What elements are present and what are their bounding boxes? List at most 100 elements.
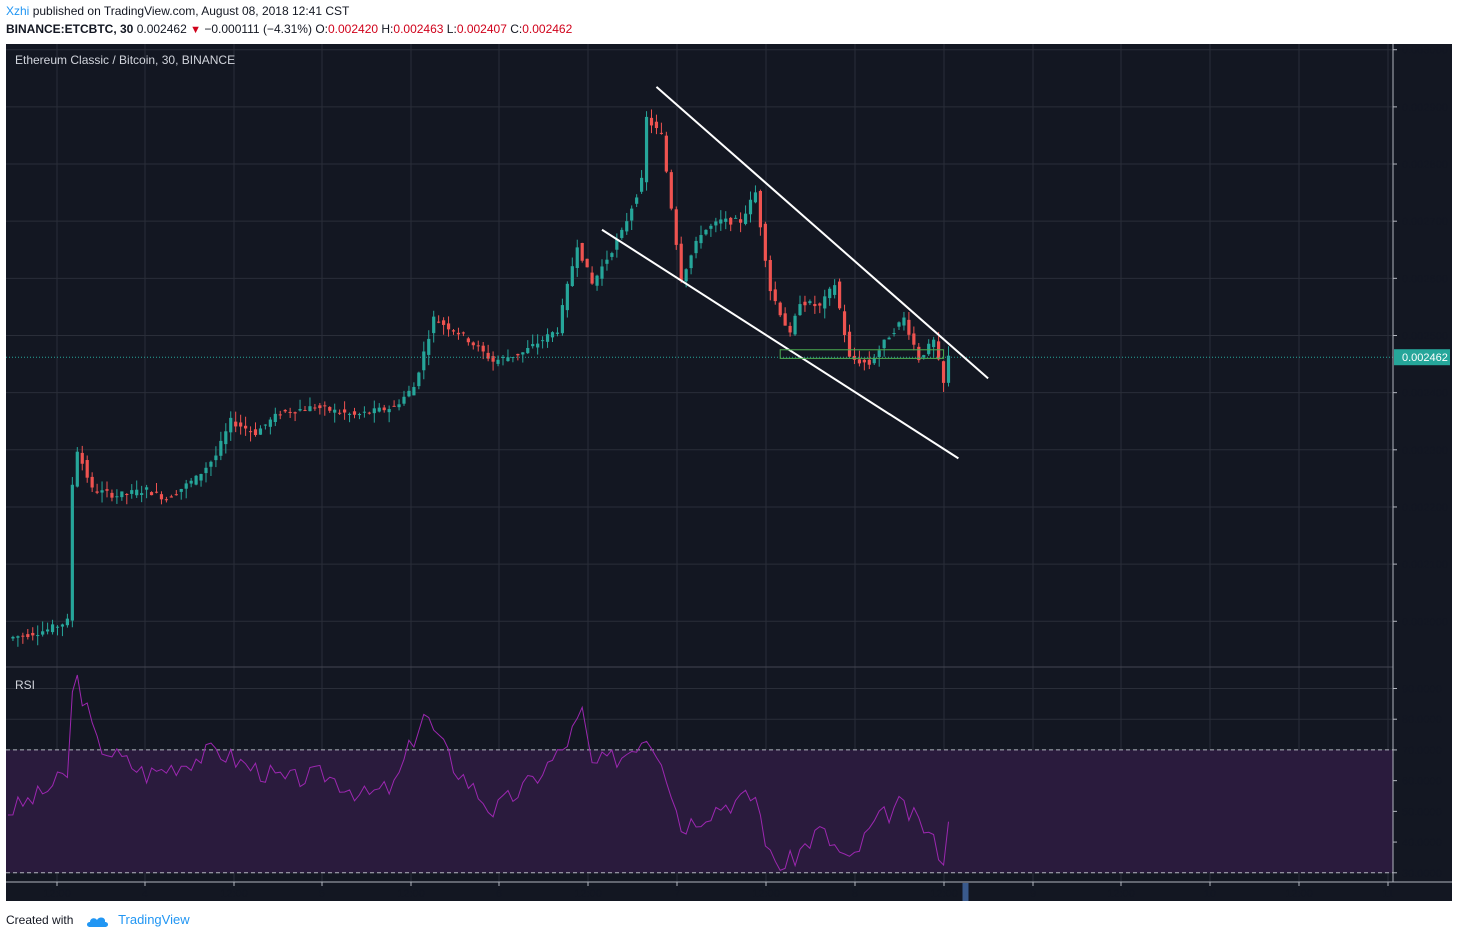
candle-166 [828, 286, 832, 306]
open-label: O: [315, 22, 328, 36]
candle-155 [773, 281, 777, 305]
time-tick-13: 10 [1204, 888, 1216, 900]
candle-101 [506, 349, 510, 362]
candle-102 [511, 356, 515, 363]
rsi-axis[interactable]: 30.0000 40.0000 50.0000 60.0000 70.0000 80.00… [1393, 684, 1442, 880]
time-axis[interactable]: 12:00 4 12:00 5 12:00 6 12:00 7 12:00 8 12:00 9 12:0… [43, 882, 1394, 901]
candle-108 [541, 336, 545, 349]
candle-126 [630, 205, 634, 231]
price-tick-5: 0.002500 [1402, 330, 1448, 342]
candle-159 [793, 313, 797, 336]
candle-151 [753, 185, 758, 204]
candle-78 [392, 400, 396, 407]
candle-160 [798, 295, 802, 316]
candle-103 [516, 353, 520, 361]
candle-94 [471, 341, 475, 350]
price-axis[interactable]: 0.002000 0.002100 0.002200 0.002300 0.002400… [1393, 45, 1448, 629]
candle-3 [21, 632, 25, 644]
candle-154 [768, 255, 772, 301]
support-box[interactable] [779, 349, 945, 359]
candle-121 [605, 250, 609, 271]
candle-83 [417, 371, 421, 390]
candle-109 [545, 328, 550, 348]
rsi-title: RSI [15, 678, 35, 692]
candle-178 [887, 336, 891, 340]
candle-74 [372, 400, 376, 423]
author-link[interactable]: Xzhi [6, 4, 30, 18]
candle-73 [367, 411, 371, 415]
candle-46 [234, 411, 238, 433]
candle-51 [258, 425, 263, 435]
candle-182 [907, 311, 911, 340]
candle-8 [46, 622, 50, 635]
rsi-tick-3: 60.0000 [1402, 776, 1442, 788]
candle-185 [922, 354, 926, 360]
drawings[interactable] [601, 86, 989, 460]
candle-107 [536, 334, 540, 355]
price-tick-7: 0.002700 [1402, 216, 1448, 228]
candle-122 [610, 251, 614, 261]
candle-123 [615, 233, 619, 258]
candle-42 [214, 446, 218, 468]
candle-162 [808, 299, 812, 306]
time-cursor-marker [962, 883, 969, 901]
candle-90 [451, 329, 456, 335]
trendline-lower[interactable] [601, 228, 959, 460]
candle-97 [486, 344, 490, 362]
rsi-tick-4: 70.0000 [1402, 745, 1442, 757]
chart-canvas[interactable]: 0.002000 0.002100 0.002200 0.002300 0.002400… [0, 0, 1458, 905]
candle-79 [397, 399, 401, 411]
candle-82 [412, 382, 416, 396]
candle-67 [338, 409, 342, 415]
candle-76 [382, 404, 386, 413]
open-value: 0.002420 [327, 22, 379, 36]
candle-87 [437, 315, 441, 324]
candle-21 [110, 489, 114, 502]
candle-115 [575, 239, 579, 277]
last-price-tag-label: 0.002462 [1402, 352, 1448, 364]
candle-171 [852, 347, 857, 365]
trendline-upper[interactable] [655, 86, 989, 380]
candle-134 [669, 169, 673, 211]
tradingview-cloud-icon [86, 917, 108, 927]
rsi-levels [6, 749, 1393, 874]
candle-189 [941, 360, 946, 392]
candle-52 [263, 424, 267, 430]
price-tick-1: 0.002100 [1402, 559, 1448, 571]
price-tick-0: 0.002000 [1402, 616, 1448, 628]
candle-180 [897, 321, 901, 330]
low-value: 0.002407 [456, 22, 507, 36]
candle-36 [184, 479, 188, 499]
candle-96 [481, 341, 485, 360]
candle-95 [476, 340, 480, 352]
symbol-name: BINANCE:ETCBTC, 30 [6, 22, 134, 36]
candle-186 [927, 339, 931, 357]
candle-125 [625, 212, 629, 235]
low-label: L: [446, 22, 457, 36]
candle-1 [11, 635, 15, 641]
candle-136 [679, 236, 683, 283]
candle-57 [288, 407, 292, 418]
tradingview-link[interactable]: TradingView [118, 912, 190, 927]
candle-145 [724, 211, 728, 230]
candle-147 [734, 215, 738, 219]
candle-22 [115, 489, 119, 504]
candle-175 [872, 354, 876, 366]
candle-146 [729, 216, 733, 232]
candle-128 [640, 170, 644, 194]
price-tick-6: 0.002600 [1402, 273, 1448, 285]
rsi-line [7, 674, 949, 872]
candle-176 [877, 345, 881, 367]
candle-44 [224, 423, 228, 454]
candle-43 [219, 431, 223, 461]
candle-91 [456, 327, 461, 340]
candle-86 [432, 310, 436, 343]
candle-55 [278, 410, 282, 420]
candle-164 [818, 302, 822, 314]
candle-59 [298, 399, 302, 412]
rsi-band [6, 749, 1393, 873]
candle-34 [174, 490, 178, 496]
candle-110 [550, 331, 555, 342]
candle-183 [912, 326, 916, 351]
candle-138 [689, 254, 693, 275]
